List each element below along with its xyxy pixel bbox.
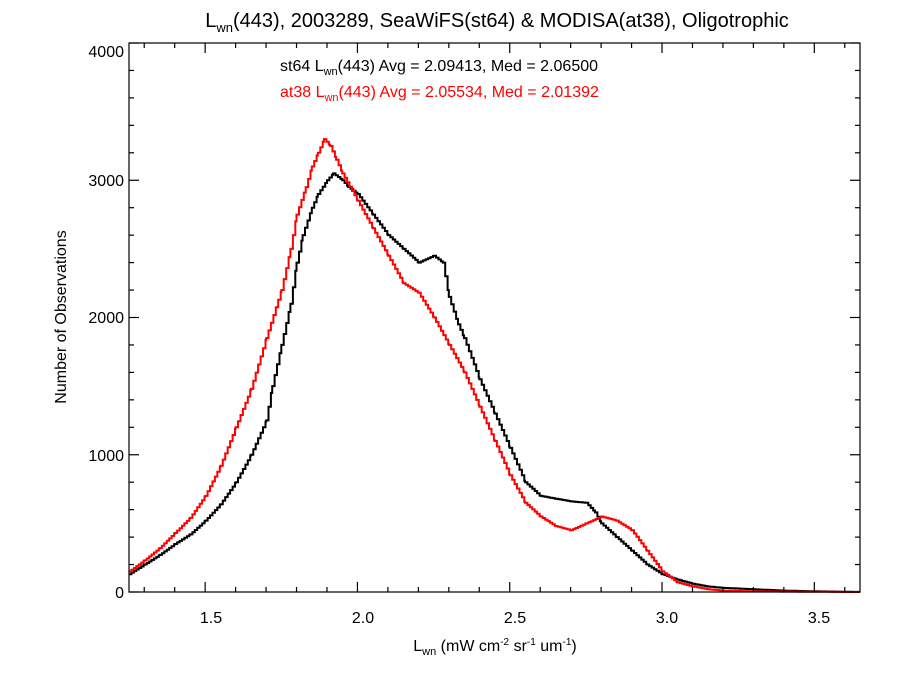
series-st64-histogram [129, 172, 861, 593]
x-axis-label: Lwn (mW cm-2 sr-1 um-1) [413, 637, 576, 658]
plot-area [129, 138, 861, 593]
x-tick-label: 2.0 [352, 610, 374, 627]
minor-ticks [129, 43, 860, 592]
x-tick-label: 1.5 [200, 610, 222, 627]
legend-entry-at38: at38 Lwn(443) Avg = 2.05534, Med = 2.013… [280, 84, 599, 104]
x-tick-label: 2.5 [504, 610, 526, 627]
y-tick-label: 0 [115, 585, 124, 602]
chart-title: Lwn(443), 2003289, SeaWiFS(st64) & MODIS… [205, 10, 789, 35]
x-tick-label: 3.5 [808, 610, 830, 627]
plot-frame [128, 42, 861, 593]
x-tick-label: 3.0 [656, 610, 678, 627]
y-tick-label: 4000 [88, 44, 124, 61]
series-at38-histogram [129, 138, 860, 593]
y-tick-label: 3000 [88, 173, 124, 190]
y-axis-label: Number of Observations [53, 230, 70, 403]
major-ticks [129, 42, 860, 593]
y-tick-label: 1000 [88, 448, 124, 465]
y-tick-label: 2000 [88, 310, 124, 327]
legend-entry-st64: st64 Lwn(443) Avg = 2.09413, Med = 2.065… [280, 58, 598, 78]
